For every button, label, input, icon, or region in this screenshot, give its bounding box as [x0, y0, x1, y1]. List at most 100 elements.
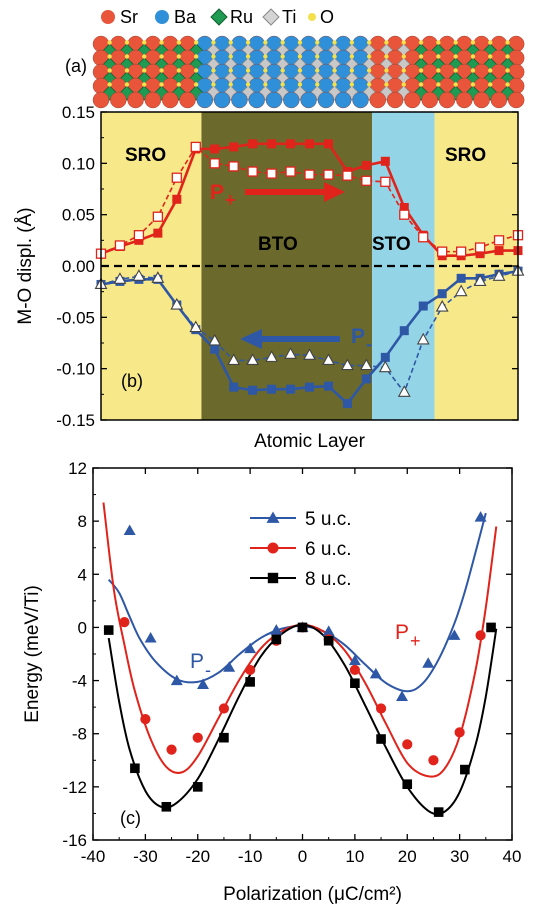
data-point	[418, 301, 428, 311]
circle-marker	[218, 703, 230, 714]
oxygen-atom	[245, 68, 251, 73]
circle-marker	[267, 542, 279, 554]
data-point	[418, 232, 429, 243]
square-marker	[402, 779, 413, 789]
oxygen-atom	[488, 82, 493, 87]
data-point	[190, 141, 201, 153]
data-point	[113, 272, 127, 284]
plot-frame	[92, 467, 513, 841]
data-point	[248, 139, 258, 149]
legend-label: 8 u.c.	[305, 569, 351, 590]
x-tick-label: 20	[398, 847, 417, 866]
a-site-atom	[421, 91, 438, 109]
oxygen-atom	[211, 40, 216, 45]
triangle-marker	[448, 629, 461, 640]
x-tick-label: 30	[450, 847, 469, 866]
triangle-marker	[123, 524, 136, 535]
data-point	[170, 297, 184, 310]
y-tick-label: 0.10	[62, 154, 95, 173]
a-site-atom	[352, 91, 369, 109]
legend-label: 6 u.c.	[305, 539, 351, 560]
legend-sr-label: Sr	[120, 7, 138, 27]
oxygen-atom	[176, 82, 182, 87]
data-point	[473, 274, 487, 286]
a-site-atom	[473, 91, 490, 109]
a-site-atom	[335, 91, 352, 109]
legend-ti-label: Ti	[282, 7, 296, 27]
data-point	[380, 156, 390, 166]
data-point	[399, 326, 409, 336]
data-point	[361, 374, 371, 384]
data-point	[189, 320, 203, 333]
oxygen-atom	[470, 54, 476, 59]
data-point	[132, 269, 146, 281]
triangle-marker	[170, 674, 183, 686]
oxygen-atom	[159, 54, 164, 59]
ba-sphere-icon	[155, 10, 169, 24]
oxygen-atom	[107, 82, 112, 87]
triangle-marker	[422, 657, 435, 668]
data-point	[153, 228, 163, 238]
data-point	[342, 170, 353, 181]
data-point	[456, 273, 466, 283]
oxygen-atom	[418, 82, 424, 87]
x-axis-label: Atomic Layer	[254, 431, 366, 452]
data-point	[172, 194, 182, 204]
y-tick-label: 4	[78, 565, 87, 584]
a-site-atom	[404, 91, 421, 109]
data-point	[323, 139, 333, 149]
oxygen-atom	[176, 54, 182, 59]
data-point	[246, 353, 260, 366]
y-tick-label: -0.05	[56, 308, 95, 327]
oxygen-atom	[401, 54, 406, 59]
triangle-marker	[396, 690, 409, 702]
oxygen-atom	[297, 40, 303, 45]
y-tick-label: 0.15	[62, 103, 95, 122]
p-plus-label: P	[395, 621, 409, 644]
p-plus-label: P	[210, 181, 224, 204]
data-point	[284, 347, 297, 359]
oxygen-atom	[453, 54, 458, 59]
polarization-arrows: P +P -	[210, 181, 372, 354]
oxygen-atom	[332, 68, 337, 73]
square-marker	[103, 625, 114, 635]
oxygen-atom	[263, 82, 268, 87]
oxygen-atom	[505, 40, 510, 45]
a-site-atom	[110, 91, 127, 109]
x-tick-label: -40	[81, 847, 106, 866]
data-point	[378, 360, 392, 373]
oxygen-atom	[297, 54, 303, 59]
data-point	[361, 175, 372, 186]
square-marker	[192, 782, 203, 792]
circle-marker	[475, 630, 486, 641]
data-point	[151, 271, 165, 283]
triangle-marker	[474, 511, 487, 522]
p-minus-subscript: -	[366, 334, 372, 354]
y-tick-label: 12	[68, 459, 87, 478]
oxygen-atom	[505, 68, 510, 73]
square-marker	[271, 634, 282, 645]
legend-label: 5 u.c.	[305, 509, 351, 530]
data-point	[323, 169, 334, 180]
x-tick-label: 0	[298, 847, 307, 866]
data-point	[340, 358, 354, 371]
y-tick-label: -0.10	[56, 360, 95, 379]
oxygen-atom	[505, 82, 510, 87]
oxygen-atom	[384, 40, 389, 45]
circle-marker	[454, 727, 465, 738]
series-line	[100, 270, 519, 394]
a-site-atom	[369, 91, 386, 109]
oxygen-atom	[418, 54, 424, 59]
data-point	[437, 289, 447, 299]
data-point	[359, 358, 373, 371]
square-marker	[297, 622, 308, 633]
oxygen-atom	[211, 82, 216, 87]
oxygen-atom	[315, 40, 320, 45]
x-tick-label: -30	[133, 847, 158, 866]
oxygen-atom	[384, 68, 389, 73]
ti-diamond-icon	[262, 8, 280, 26]
panel-c-label: (c)	[120, 808, 141, 828]
oxygen-atom	[193, 82, 199, 87]
oxygen-atom	[193, 68, 199, 73]
